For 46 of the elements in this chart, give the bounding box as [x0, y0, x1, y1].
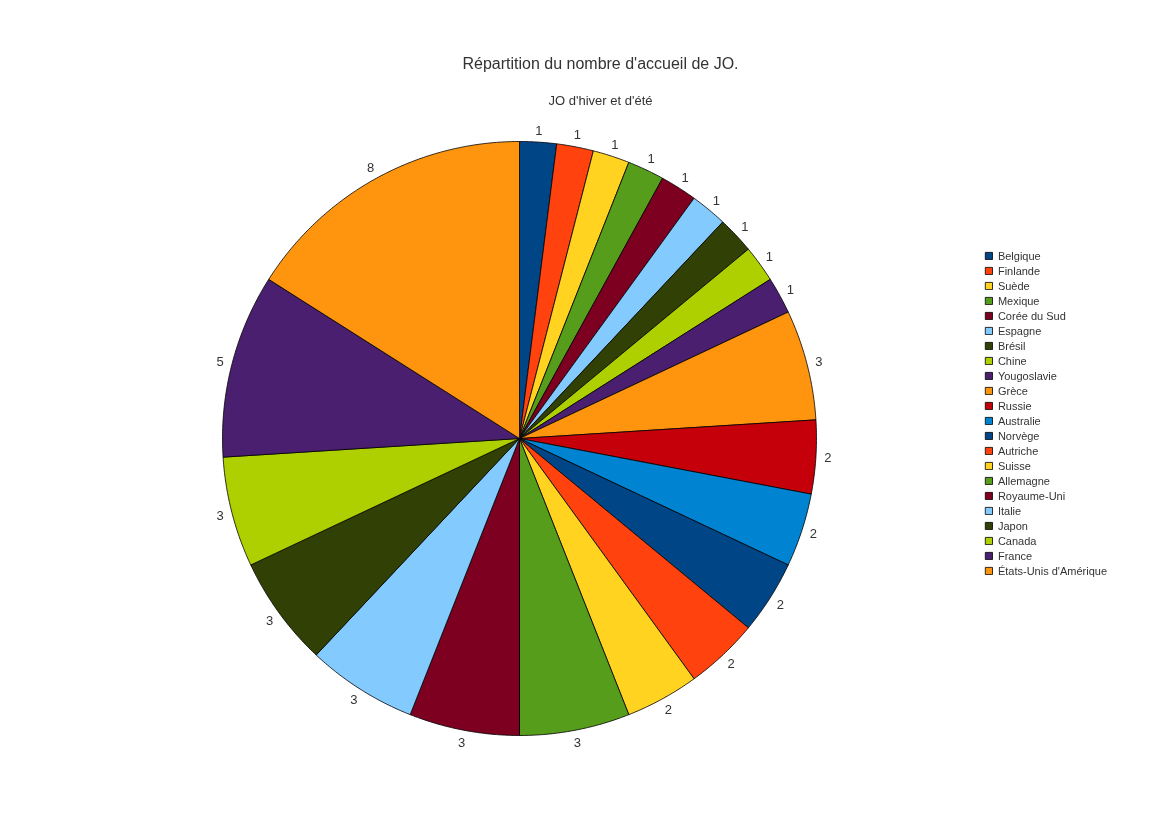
data-label: 1	[535, 122, 543, 138]
data-label: 3	[265, 612, 274, 628]
data-label: 1	[741, 219, 749, 235]
legend-label: Australie	[997, 414, 1041, 427]
data-label: 2	[727, 656, 735, 672]
data-label: 2	[664, 701, 672, 717]
chart-subtitle: JO d'hiver et d'été	[548, 93, 653, 108]
legend-label: États-Unis d'Amérique	[997, 564, 1107, 577]
legend-label: Brésil	[997, 339, 1026, 352]
legend-label: Grèce	[997, 384, 1028, 397]
data-label: 1	[573, 127, 582, 143]
data-label: 3	[216, 507, 224, 523]
legend-label: Belgique	[997, 249, 1041, 262]
legend-label: Allemagne	[997, 474, 1050, 487]
data-label: 2	[809, 526, 817, 542]
legend-label: Yougoslavie	[997, 369, 1057, 382]
legend-label: Japon	[997, 519, 1028, 532]
data-label: 3	[350, 691, 358, 707]
legend-label: Chine	[997, 354, 1027, 367]
legend-label: Norvège	[997, 429, 1040, 442]
data-label: 2	[824, 450, 832, 466]
legend-label: Suisse	[997, 459, 1031, 472]
data-label: 1	[712, 192, 721, 208]
legend-label: Mexique	[997, 294, 1040, 307]
legend-label: Russie	[997, 399, 1032, 412]
data-label: 3	[457, 734, 466, 750]
data-label: 1	[765, 249, 774, 265]
legend-label: Finlande	[997, 264, 1041, 277]
legend-label: Suède	[997, 279, 1030, 292]
data-label: 1	[786, 282, 794, 298]
data-label: 1	[611, 137, 619, 153]
legend-label: Corée du Sud	[997, 309, 1066, 322]
chart-title: Répartition du nombre d'accueil de JO.	[462, 55, 739, 72]
legend-label: Italie	[997, 504, 1022, 517]
legend-label: Autriche	[997, 444, 1039, 457]
data-label: 1	[681, 170, 689, 186]
data-label: 8	[367, 160, 375, 176]
legend-label: Royaume-Uni	[997, 489, 1066, 502]
data-label: 2	[776, 596, 785, 612]
data-label: 3	[815, 354, 823, 370]
legend-label: Canada	[997, 534, 1037, 547]
data-label: 5	[216, 354, 224, 370]
legend-label: France	[997, 549, 1033, 562]
data-label: 3	[573, 734, 582, 750]
legend-label: Espagne	[997, 324, 1042, 337]
data-label: 1	[647, 151, 655, 167]
